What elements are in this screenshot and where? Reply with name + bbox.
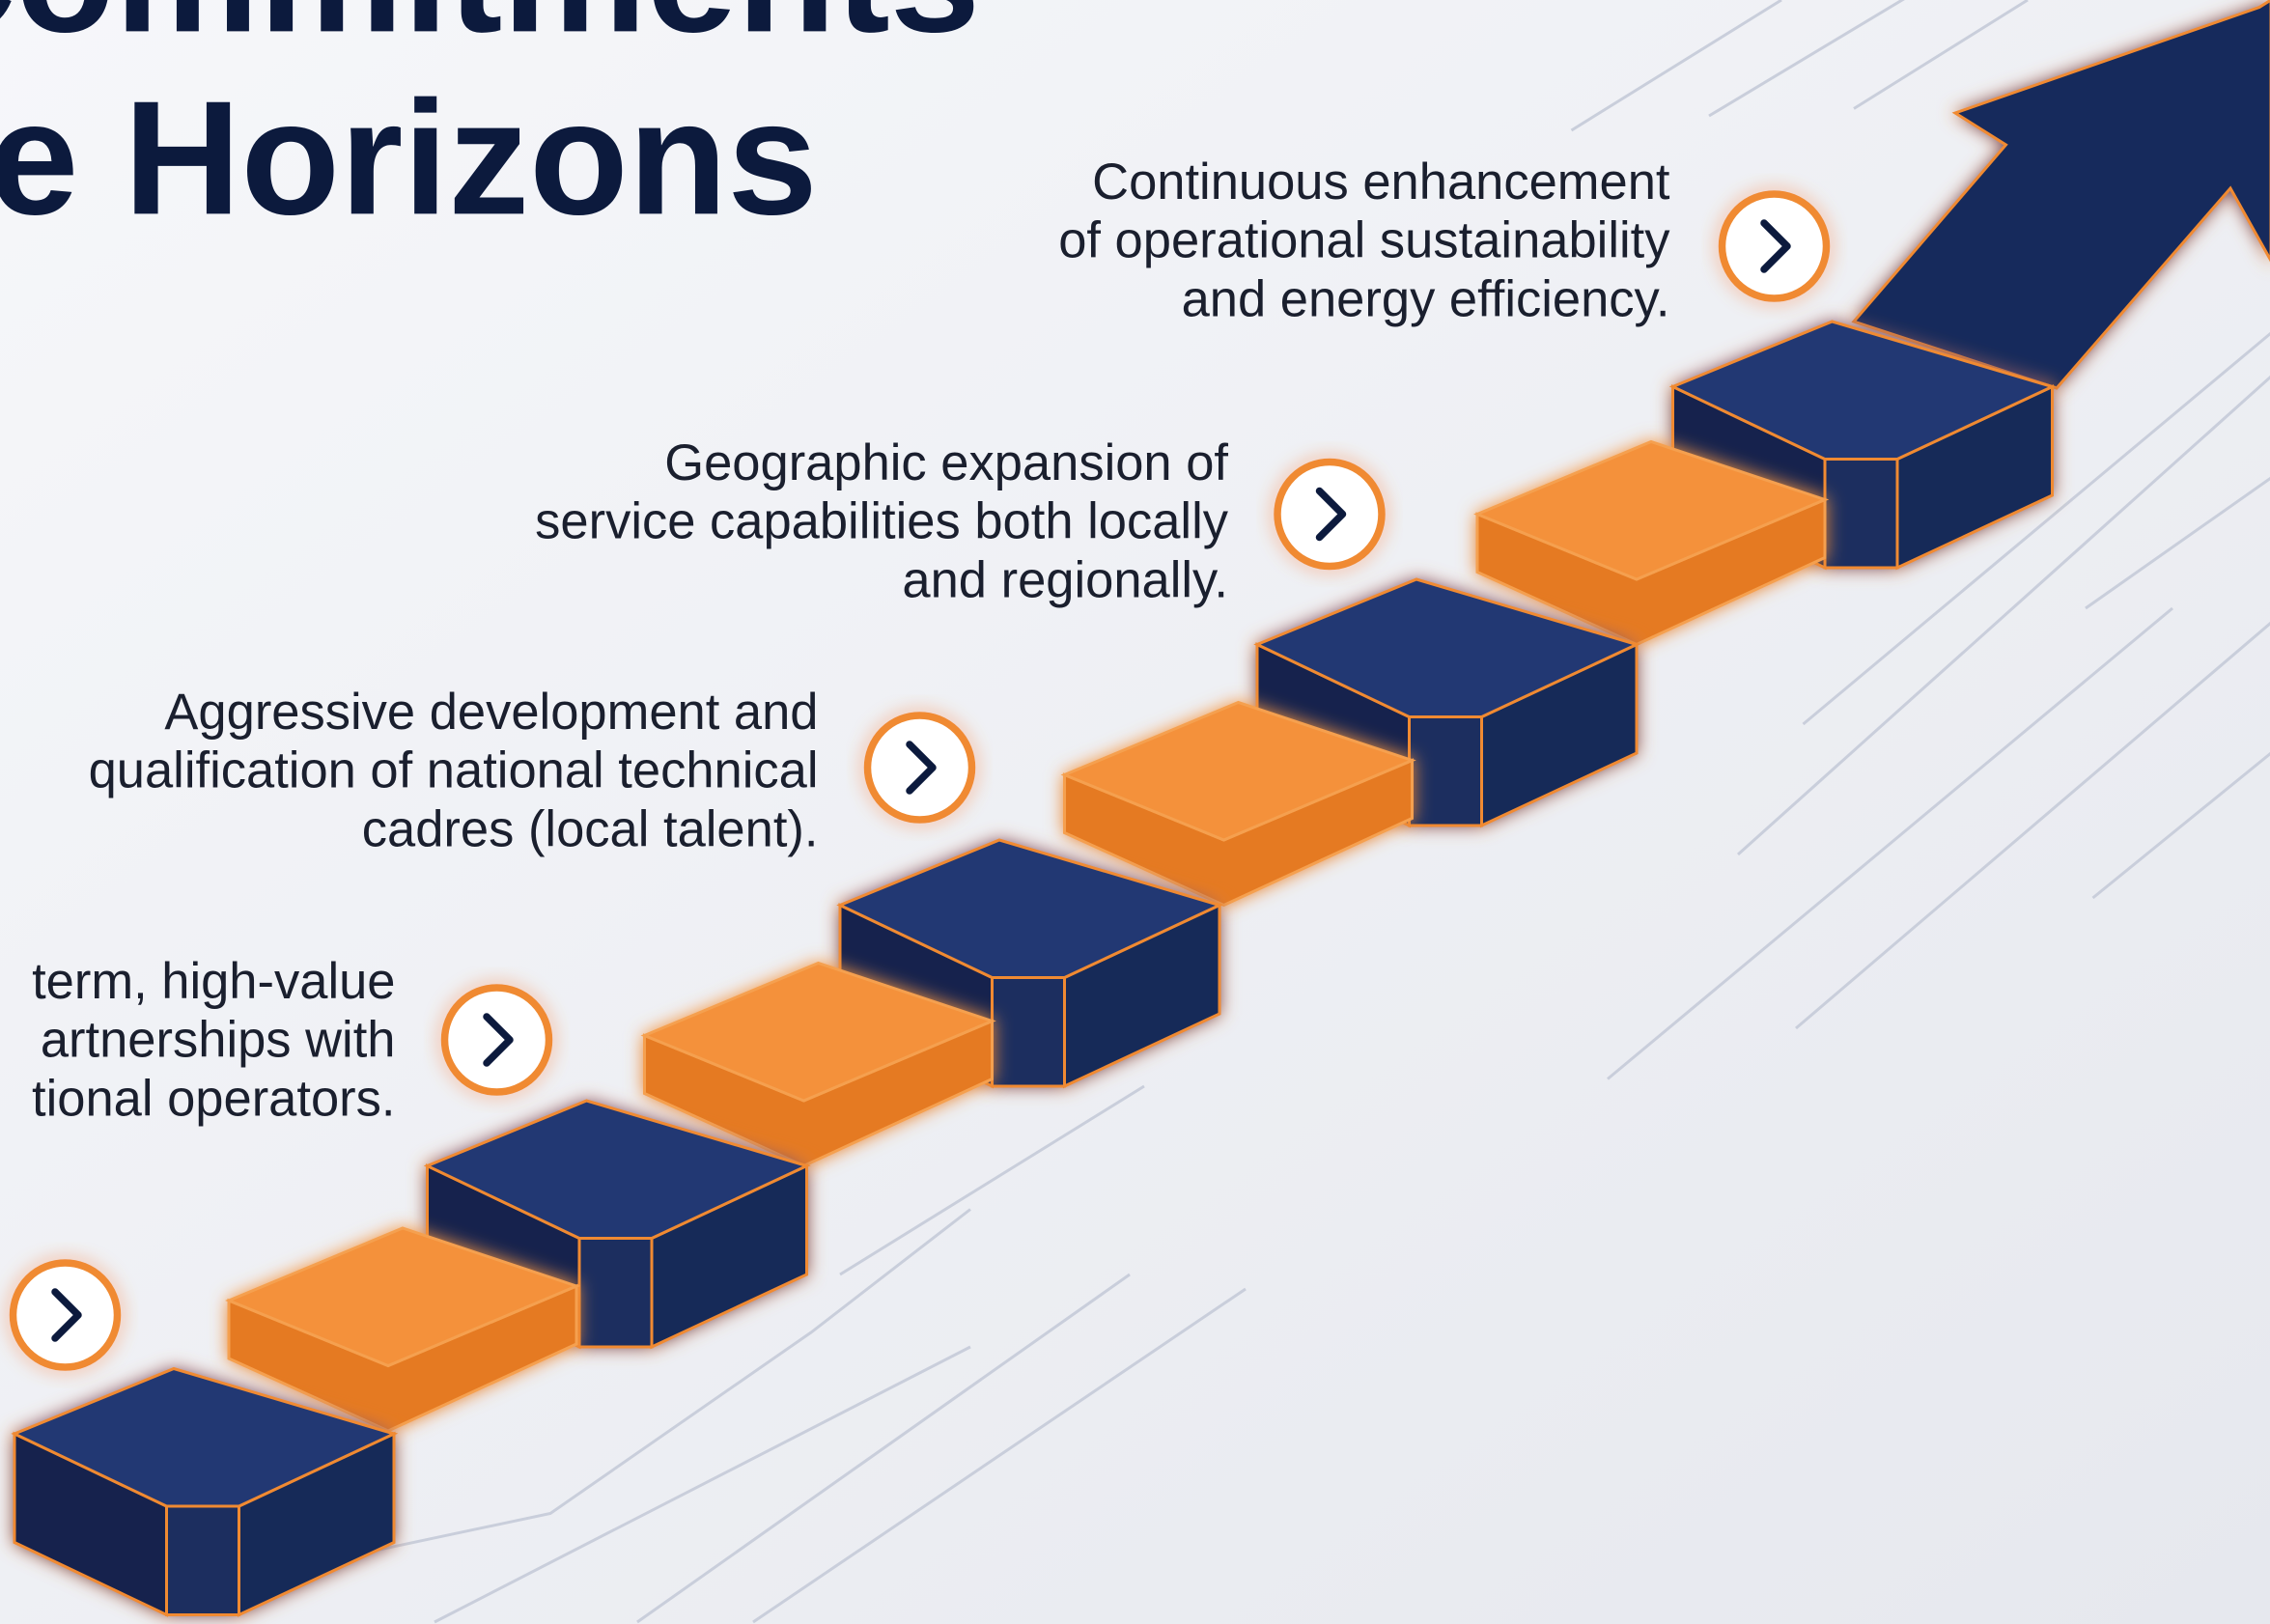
block-mid-face	[579, 1239, 652, 1348]
icon-circle	[868, 715, 972, 820]
item-text-line: and energy efficiency.	[1182, 270, 1670, 327]
chevron-icon	[445, 988, 549, 1092]
item-text-line: artnerships with	[41, 1012, 396, 1069]
item-text-line: Aggressive development and	[164, 684, 818, 741]
item-text-line: service capabilities both locally	[535, 493, 1229, 550]
block-mid-face	[1410, 717, 1482, 826]
icon-circle	[1277, 462, 1382, 567]
icon-circle	[1723, 194, 1827, 298]
title-line: e Horizons	[0, 67, 818, 248]
page: Commitments e Horizons Continuous enhanc…	[0, 0, 2270, 1624]
item-text-line: qualification of national technical	[89, 742, 819, 799]
item-text-line: of operational sustainability	[1058, 212, 1670, 269]
chevron-icon	[14, 1263, 118, 1367]
block-mid-face	[1825, 460, 1897, 569]
item-text-line: tional operators.	[32, 1070, 395, 1127]
item-text-line: cadres (local talent).	[362, 800, 819, 857]
item-text-line: term, high-value	[32, 953, 395, 1010]
chevron-icon	[868, 715, 972, 820]
block-mid-face	[993, 978, 1065, 1087]
item-text-line: Geographic expansion of	[664, 434, 1228, 491]
chevron-icon	[1723, 194, 1827, 298]
infographic: Commitments e Horizons Continuous enhanc…	[0, 0, 2270, 1624]
block-mid-face	[167, 1506, 239, 1615]
icon-circle	[445, 988, 549, 1092]
title-line: Commitments	[0, 0, 980, 66]
icon-circle	[14, 1263, 118, 1367]
item-text-line: Continuous enhancement	[1092, 154, 1670, 210]
chevron-icon	[1277, 462, 1382, 567]
item-text-line: and regionally.	[902, 551, 1228, 608]
